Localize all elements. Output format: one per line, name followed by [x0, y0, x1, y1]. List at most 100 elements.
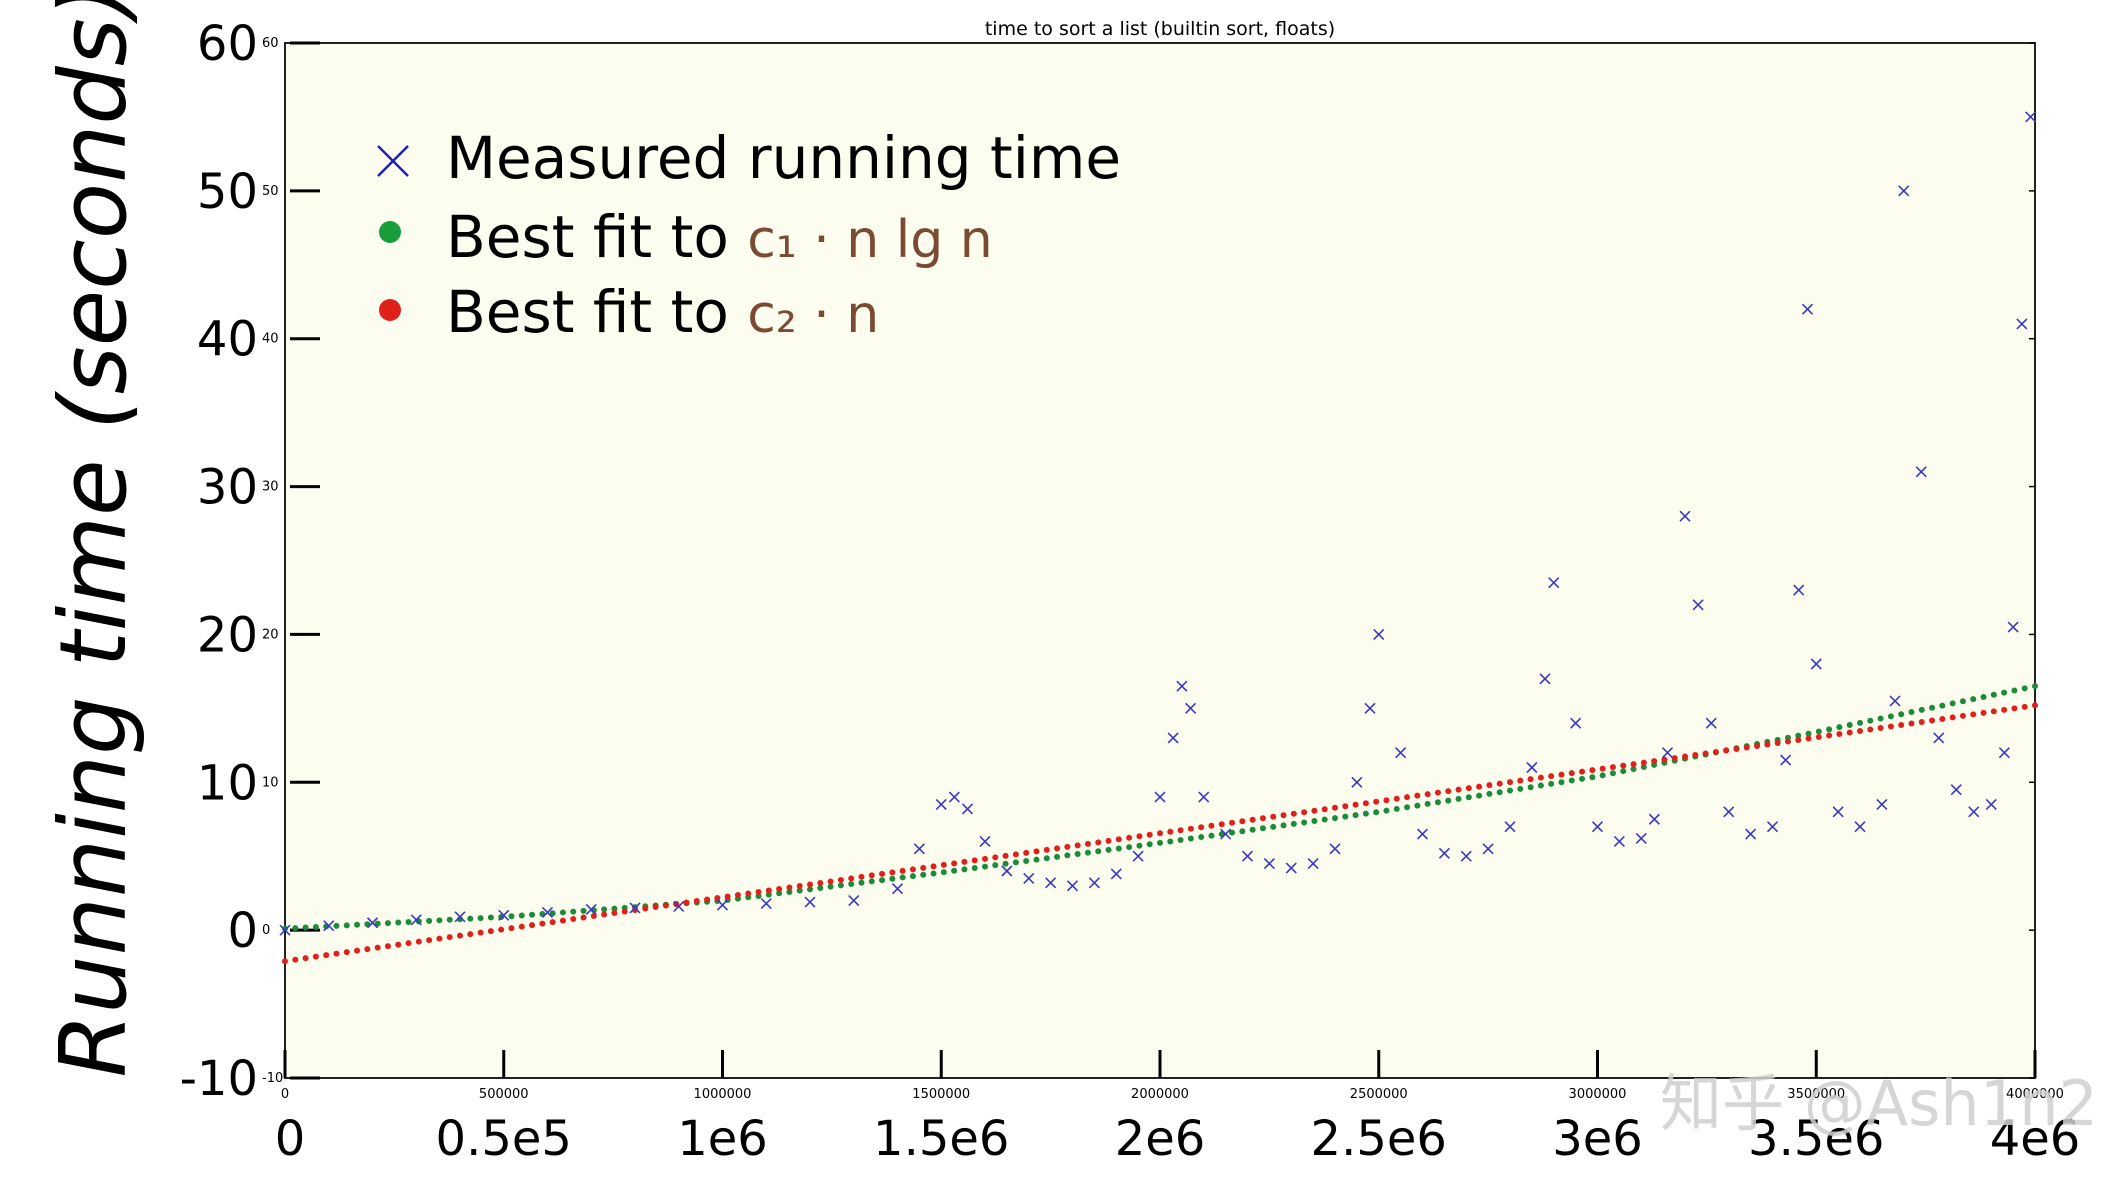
fit-point — [467, 915, 474, 922]
fit-point — [1095, 839, 1102, 846]
fit-point — [1815, 733, 1822, 740]
measured-point — [366, 917, 379, 929]
fit-point — [920, 871, 927, 878]
fit-point — [1640, 759, 1647, 766]
fit-point — [920, 864, 927, 871]
x-tick-label-small: 3000000 — [1569, 1087, 1627, 1102]
fit-point — [1239, 828, 1246, 835]
fit-point — [817, 885, 824, 892]
fit-point — [1218, 821, 1225, 828]
fit-point — [1970, 696, 1977, 703]
fit-point — [1517, 777, 1524, 784]
fit-point — [1640, 763, 1647, 770]
fit-point — [1455, 795, 1462, 802]
fit-point — [1908, 720, 1915, 727]
measured-point — [1745, 828, 1757, 840]
fit-point — [333, 950, 340, 957]
fit-point — [1424, 800, 1431, 807]
measured-point — [1854, 821, 1866, 833]
fit-point — [745, 890, 752, 897]
fit-point — [1805, 735, 1812, 742]
fit-point — [1826, 732, 1833, 739]
fit-point — [1074, 851, 1081, 858]
fit-point — [529, 922, 536, 929]
fit-point — [1486, 790, 1493, 797]
fit-point — [879, 877, 886, 884]
fit-point — [1414, 802, 1421, 809]
fit-point — [755, 888, 762, 895]
fit-point — [1692, 752, 1699, 759]
x-axis: 0 0 500000 0.5e5 1000000 1e6 1500000 1.5e6 20000… — [275, 1050, 2080, 1167]
measured-point — [1933, 732, 1945, 744]
fit-point — [1259, 825, 1266, 832]
fit-point — [1764, 741, 1771, 748]
y-tick-label-small: 40 — [262, 332, 279, 347]
fit-point — [1733, 746, 1740, 753]
fit-point — [1146, 831, 1153, 838]
fit-point — [415, 938, 422, 945]
measured-point — [1613, 835, 1625, 847]
fit-point — [1198, 834, 1205, 841]
fit-point — [1404, 794, 1411, 801]
fit-point — [961, 866, 968, 873]
fit-point — [2021, 685, 2028, 692]
fit-point — [1898, 711, 1905, 718]
measured-point — [2007, 621, 2019, 633]
fit-point — [405, 918, 412, 925]
fit-point — [1970, 711, 1977, 718]
fit-point — [621, 908, 628, 915]
fit-point — [1537, 774, 1544, 781]
fit-point — [457, 932, 463, 939]
measured-point — [1968, 806, 1980, 818]
measured-point — [760, 897, 772, 910]
fit-point — [1579, 768, 1586, 775]
measured-point — [1307, 858, 1319, 870]
fit-point — [1023, 857, 1030, 864]
fit-point — [1959, 698, 1966, 705]
fit-point — [1939, 715, 1946, 722]
measured-point — [1832, 806, 1844, 818]
fit-point — [518, 923, 525, 930]
y-tick-label: 60 — [197, 16, 258, 72]
fit-point — [611, 905, 618, 912]
fit-point — [1445, 788, 1452, 795]
fit-point — [1527, 784, 1534, 791]
x-tick-label: 3.5e6 — [1748, 1111, 1884, 1167]
fit-point — [734, 891, 741, 898]
fit-point — [467, 931, 474, 938]
measured-point — [913, 843, 925, 855]
fit-point — [776, 890, 783, 897]
fit-point — [765, 887, 772, 894]
fit-point — [1136, 833, 1143, 840]
measured-point — [1539, 673, 1551, 685]
measured-point — [1679, 510, 1691, 522]
fit-point — [1846, 729, 1853, 736]
fit-point — [1620, 762, 1627, 769]
fit-point — [992, 862, 999, 869]
fit-point — [662, 902, 669, 909]
measured-point — [1416, 828, 1429, 840]
fit-point — [1393, 795, 1400, 802]
fit-point — [1064, 843, 1071, 850]
fit-point — [796, 882, 803, 889]
y-tick-label-small: 60 — [262, 36, 279, 51]
legend-label: Measured running time — [446, 124, 1121, 192]
measured-point — [1950, 784, 1962, 796]
fit-point — [1589, 767, 1596, 774]
fit-point — [1671, 755, 1678, 762]
fit-point — [837, 876, 844, 883]
measured-point — [1692, 599, 1704, 611]
fit-point — [971, 864, 978, 871]
fit-point — [971, 857, 978, 864]
fit-point — [384, 920, 391, 927]
fit-point — [426, 937, 433, 944]
fit-point — [1465, 794, 1472, 801]
fit-point — [1887, 723, 1894, 730]
measured-point — [1220, 828, 1232, 840]
measured-point — [716, 899, 729, 911]
measured-point — [1635, 832, 1647, 845]
fit-point — [1280, 812, 1287, 819]
fit-point — [1311, 807, 1318, 814]
fit-point — [1012, 851, 1019, 858]
linear-fit-series — [282, 702, 2038, 965]
